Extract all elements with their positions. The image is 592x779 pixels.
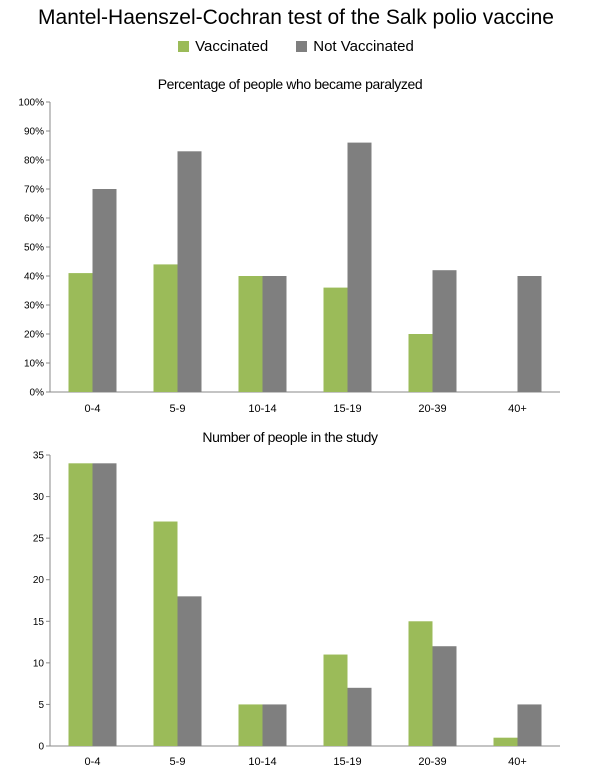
chart-1-title: Percentage of people who became paralyze… xyxy=(158,76,423,92)
legend-item-vaccinated: Vaccinated xyxy=(178,38,268,55)
chart-2-ytick: 0 xyxy=(38,742,44,753)
chart-1-bar-vaccinated-5-9 xyxy=(153,264,178,392)
figure-title: Mantel-Haenszel-Cochran test of the Salk… xyxy=(38,6,554,29)
chart-2-ytick: 5 xyxy=(38,700,44,711)
legend-label-not-vaccinated: Not Vaccinated xyxy=(313,38,414,55)
chart-2-xtick: 15-19 xyxy=(333,756,361,768)
chart-1-ytick: 100% xyxy=(18,98,44,109)
chart-1-ytick: 50% xyxy=(24,243,44,254)
chart-2-xtick: 0-4 xyxy=(85,756,101,768)
chart-1-xtick: 0-4 xyxy=(85,403,101,415)
chart-2-bar-vaccinated-10-14 xyxy=(238,704,263,746)
chart-1-ytick: 10% xyxy=(24,359,44,370)
chart-2-bar-not-vaccinated-20-39 xyxy=(432,646,457,746)
chart-2-title: Number of people in the study xyxy=(202,429,378,445)
chart-2-bar-vaccinated-5-9 xyxy=(153,521,178,746)
chart-2-bar-not-vaccinated-40+ xyxy=(517,704,542,746)
chart-1-bar-not-vaccinated-20-39 xyxy=(432,270,457,392)
chart-2-bar-vaccinated-20-39 xyxy=(408,621,433,746)
legend-item-not-vaccinated: Not Vaccinated xyxy=(296,38,414,55)
legend-swatch-not-vaccinated xyxy=(296,41,308,52)
chart-1-ytick: 20% xyxy=(24,330,44,341)
chart-1-bar-not-vaccinated-0-4 xyxy=(92,189,117,392)
chart-1-bar-vaccinated-15-19 xyxy=(323,287,348,392)
chart-1-ytick: 60% xyxy=(24,214,44,225)
chart-1-xtick: 10-14 xyxy=(248,403,276,415)
chart-1-xtick: 15-19 xyxy=(333,403,361,415)
chart-2-ytick: 10 xyxy=(33,658,45,669)
chart-2-xtick: 20-39 xyxy=(418,756,446,768)
chart-2-bar-not-vaccinated-5-9 xyxy=(177,596,202,746)
chart-1-ytick: 40% xyxy=(24,272,44,283)
chart-1-xtick: 40+ xyxy=(508,403,527,415)
chart-2-bar-not-vaccinated-10-14 xyxy=(262,704,287,746)
chart-1-bar-not-vaccinated-5-9 xyxy=(177,151,202,392)
chart-2-bar-vaccinated-40+ xyxy=(493,737,518,746)
legend: Vaccinated Not Vaccinated xyxy=(0,38,592,55)
chart-2-ytick: 25 xyxy=(33,534,45,545)
chart-2-bar-not-vaccinated-0-4 xyxy=(92,463,117,746)
chart-1-bar-vaccinated-0-4 xyxy=(68,273,93,392)
chart-2-ytick: 20 xyxy=(33,575,45,586)
chart-1-bar-not-vaccinated-15-19 xyxy=(347,142,372,392)
chart-1-bar-not-vaccinated-40+ xyxy=(517,276,542,392)
chart-2-xtick: 40+ xyxy=(508,756,527,768)
chart-1-bar-not-vaccinated-10-14 xyxy=(262,276,287,392)
chart-2-xtick: 5-9 xyxy=(170,756,186,768)
chart-2-ytick: 15 xyxy=(33,617,45,628)
chart-2-xtick: 10-14 xyxy=(248,756,276,768)
chart-1-ytick: 30% xyxy=(24,301,44,312)
chart-1-ytick: 80% xyxy=(24,156,44,167)
chart-1-bar-vaccinated-20-39 xyxy=(408,334,433,392)
legend-label-vaccinated: Vaccinated xyxy=(195,38,269,55)
legend-swatch-vaccinated xyxy=(178,41,190,52)
chart-1-ytick: 70% xyxy=(24,185,44,196)
chart-1-xtick: 20-39 xyxy=(418,403,446,415)
chart-2-ytick: 35 xyxy=(33,451,45,462)
chart-1-xtick: 5-9 xyxy=(170,403,186,415)
chart-2-bar-vaccinated-15-19 xyxy=(323,654,348,746)
chart-2-ytick: 30 xyxy=(33,492,45,503)
paralyzed-percentage-chart: Percentage of people who became paralyze… xyxy=(18,76,560,415)
chart-1-ytick: 90% xyxy=(24,127,44,138)
chart-1-bar-vaccinated-10-14 xyxy=(238,276,263,392)
chart-2-bar-not-vaccinated-15-19 xyxy=(347,687,372,746)
chart-2-bar-vaccinated-0-4 xyxy=(68,463,93,746)
chart-1-ytick: 0% xyxy=(30,388,45,399)
